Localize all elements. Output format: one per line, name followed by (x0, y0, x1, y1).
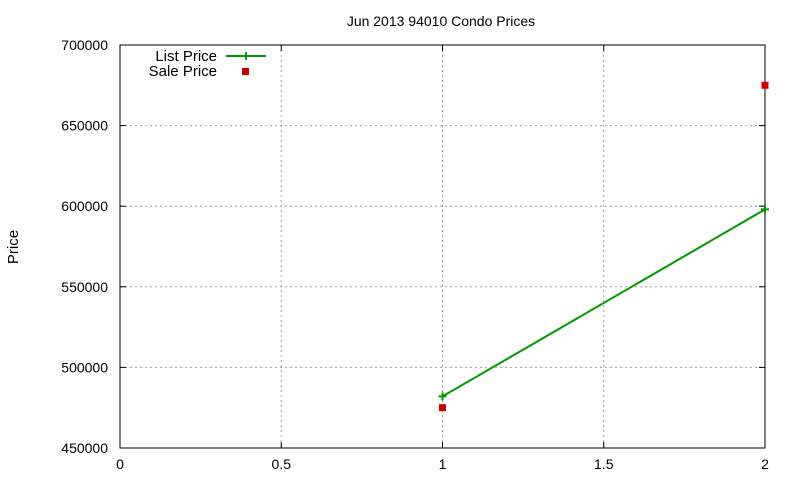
sale-price-point (761, 81, 769, 89)
list-price-point (438, 392, 447, 401)
y-tick-label: 450000 (61, 440, 108, 456)
legend: List Price Sale Price (149, 48, 266, 80)
x-tick-label: 1 (439, 456, 447, 472)
axis-ticks: 0 0.5 1 1.5 2 450000 500000 550000 600000 650000 7… (61, 37, 769, 472)
legend-marker-sale-price (242, 68, 249, 75)
legend-marker-list-price (242, 52, 250, 60)
y-tick-label: 700000 (61, 37, 108, 53)
grid-lines (120, 45, 765, 448)
series (438, 81, 769, 412)
y-axis-label: Price (5, 230, 22, 264)
list-price-point (761, 205, 769, 214)
y-tick-label: 500000 (61, 359, 108, 375)
sale-price-point (439, 404, 446, 412)
legend-label-list-price: List Price (155, 48, 217, 65)
x-tick-label: 0 (116, 456, 124, 472)
x-tick-label: 0.5 (272, 456, 292, 472)
y-tick-label: 600000 (61, 198, 108, 214)
chart-title: Jun 2013 94010 Condo Prices (347, 13, 535, 29)
y-tick-label: 650000 (61, 118, 108, 134)
legend-label-sale-price: Sale Price (149, 63, 217, 80)
y-tick-label: 550000 (61, 279, 108, 295)
list-price-line (441, 208, 766, 398)
x-tick-label: 2 (761, 456, 769, 472)
x-tick-label: 1.5 (594, 456, 614, 472)
